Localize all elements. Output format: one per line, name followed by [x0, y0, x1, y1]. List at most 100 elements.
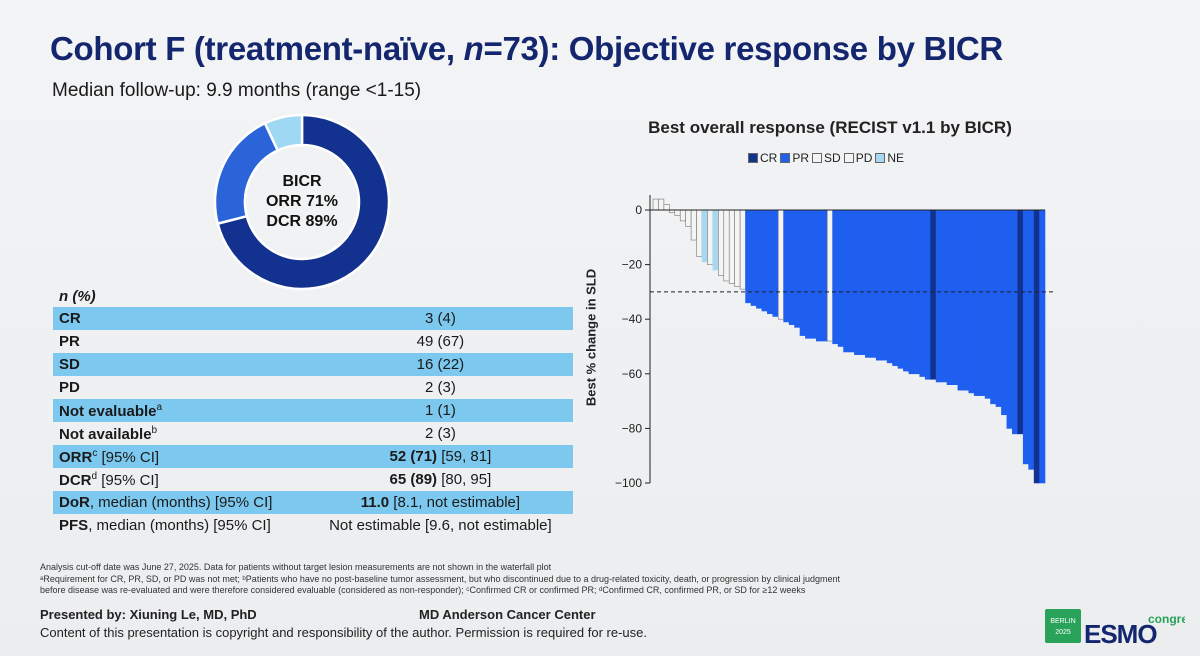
waterfall-bar	[995, 209, 1002, 407]
waterfall-bar	[941, 209, 948, 383]
waterfall-bar	[707, 209, 714, 265]
waterfall-bar	[984, 209, 991, 399]
donut-line-orr: ORR 71%	[265, 193, 339, 210]
waterfall-bar	[897, 209, 904, 369]
row-value-not-evaluable: 1 (1)	[307, 399, 573, 422]
logo-congress: congress	[1148, 612, 1185, 626]
waterfall-bar	[837, 209, 844, 347]
chart-title: Best overall response (RECIST v1.1 by BI…	[648, 118, 1012, 137]
y-tick-label: 0	[635, 203, 642, 217]
row-label-dor: DoR, median (months) [95% CI]	[53, 491, 308, 514]
waterfall-bar	[658, 198, 665, 211]
logo-esmo: ESMO	[1084, 619, 1157, 647]
y-tick-label: −20	[622, 258, 643, 272]
waterfall-bar	[663, 204, 670, 211]
waterfall-bar	[1039, 209, 1046, 484]
table-row: PD 2 (3)	[53, 376, 573, 399]
waterfall-bar	[761, 209, 768, 312]
row-label-dcr: DCRd [95% CI]	[59, 470, 159, 489]
waterfall-bar	[756, 209, 763, 309]
waterfall-bar	[788, 209, 795, 325]
waterfall-bar	[777, 209, 784, 320]
row-label-not-evaluable: Not evaluablea	[53, 399, 308, 422]
waterfall-bar	[826, 209, 833, 342]
table-row: DoR, median (months) [95% CI] 11.0 [8.1,…	[53, 491, 573, 514]
waterfall-bar	[674, 209, 681, 216]
y-tick-label: −80	[622, 421, 643, 435]
footnote-line: Analysis cut-off date was June 27, 2025.…	[40, 562, 552, 572]
presenter: Presented by: Xiuning Le, MD, PhD	[40, 607, 257, 622]
legend-label: NE	[887, 151, 905, 165]
table-row: DCRd [95% CI] 65 (89) [80, 95]	[53, 468, 573, 491]
waterfall-bar	[843, 209, 850, 353]
waterfall-bar	[712, 209, 719, 271]
waterfall-bar	[865, 209, 872, 358]
row-value-pr: 49 (67)	[416, 333, 465, 350]
logo-badge	[1045, 609, 1081, 643]
copyright-notice: Content of this presentation is copyrigh…	[40, 625, 647, 640]
legend-swatch	[812, 153, 823, 163]
waterfall-bar	[892, 209, 899, 366]
waterfall-bar	[946, 209, 953, 386]
waterfall-bar	[979, 209, 986, 396]
waterfall-bar	[1012, 209, 1019, 435]
waterfall-chart: 0 −20 −40 −60 −80 −100	[615, 195, 1055, 490]
waterfall-bar	[728, 209, 735, 285]
waterfall-bar	[968, 209, 975, 394]
table-row: ORRc [95% CI] 52 (71) [59, 81]	[53, 445, 573, 468]
esmo-congress-logo: BERLIN 2025 ESMO congress	[1045, 609, 1185, 647]
table-row: SD 16 (22)	[53, 353, 573, 376]
row-label-orr: ORRc [95% CI]	[53, 445, 308, 468]
donut-line-dcr: DCR 89%	[266, 213, 338, 230]
waterfall-bar	[919, 209, 926, 377]
waterfall-bar	[859, 209, 866, 355]
donut-line-bicr: BICR	[282, 173, 322, 190]
waterfall-bar	[1001, 209, 1008, 416]
row-value-cr: 3 (4)	[307, 307, 573, 330]
row-label-pd: PD	[59, 379, 80, 396]
waterfall-bar	[881, 209, 888, 361]
waterfall-bar	[886, 209, 893, 364]
table-row: PR 49 (67)	[53, 330, 573, 353]
waterfall-bar	[952, 209, 959, 386]
y-tick-label: −100	[615, 476, 642, 490]
y-axis-label: Best % change in SLD	[583, 268, 599, 407]
chart-legend: CR PR SD PD NE	[748, 151, 907, 165]
row-value-dcr: 65 (89) [80, 95]	[389, 471, 492, 488]
row-value-not-available: 2 (3)	[424, 425, 456, 442]
waterfall-bar	[750, 209, 757, 306]
row-label-cr: CR	[53, 307, 308, 330]
y-tick-label: −60	[622, 367, 643, 381]
legend-swatch	[875, 153, 886, 163]
legend-swatch	[748, 153, 758, 163]
waterfall-bar	[685, 209, 692, 227]
waterfall-bar	[739, 209, 746, 290]
waterfall-bar	[957, 209, 964, 391]
donut-center-label: BICR ORR 71% DCR 89%	[212, 112, 392, 292]
legend-label: SD	[824, 151, 841, 165]
waterfall-bar	[821, 209, 828, 342]
legend-item-pd: PD	[843, 151, 872, 165]
waterfall-bar	[973, 209, 980, 396]
waterfall-bar	[679, 209, 686, 222]
institution: MD Anderson Cancer Center	[419, 607, 596, 622]
waterfall-bar	[799, 209, 806, 336]
waterfall-bar	[690, 209, 697, 241]
waterfall-bar	[1017, 209, 1024, 435]
footnotes: Analysis cut-off date was June 27, 2025.…	[40, 562, 940, 597]
row-value-dor: 11.0 [8.1, not estimable]	[307, 491, 573, 514]
waterfall-bar	[805, 209, 812, 339]
waterfall-bar	[848, 209, 855, 353]
waterfall-bar	[745, 209, 752, 304]
legend-item-ne: NE	[875, 151, 904, 165]
donut-segment	[216, 113, 391, 291]
waterfall-bar	[935, 209, 942, 383]
waterfall-bar	[767, 209, 774, 315]
waterfall-bar	[1006, 209, 1013, 429]
waterfall-bar	[930, 209, 937, 380]
legend-label: PR	[792, 151, 810, 165]
waterfall-bar	[696, 209, 703, 257]
waterfall-bar	[1022, 209, 1029, 465]
waterfall-bar	[734, 209, 741, 287]
waterfall-bar	[924, 209, 931, 380]
